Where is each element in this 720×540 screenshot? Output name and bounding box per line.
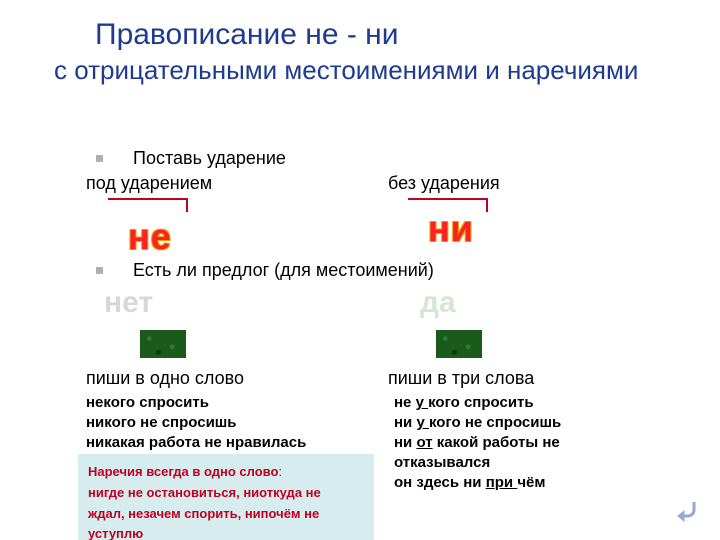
step2-text: Есть ли предлог (для местоимений) <box>133 260 434 281</box>
bracket-left <box>108 198 188 212</box>
right-ex1-post: кого спросить <box>428 394 534 411</box>
right-ex1: не у кого спросить <box>394 394 534 411</box>
right-ex3a-post: какой работы не <box>433 434 560 451</box>
right-ex2-post: кого не спросишь <box>429 414 561 431</box>
right-ex3a-ul: от <box>416 434 432 451</box>
note-line2: нигде не остановиться, ниоткуда не <box>88 483 364 504</box>
right-ex1-pre: не <box>394 394 416 411</box>
right-ex3a: ни от какой работы не <box>394 434 560 451</box>
col-left-label: под ударением <box>86 173 212 194</box>
bullet-step1: Поставь ударение <box>96 148 286 169</box>
left-instr: пиши в одно слово <box>86 368 244 389</box>
left-ex2: никого не спросишь <box>86 414 237 431</box>
right-ex2-ul: у <box>416 414 429 431</box>
title-line2: с отрицательными местоимениями и наречия… <box>54 54 674 87</box>
right-ex4-pre: он здесь ни <box>394 474 486 491</box>
right-ex4-post: чём <box>517 474 545 491</box>
faded-yes: да <box>420 286 456 320</box>
slide: Правописание не - ни с отрицательными ме… <box>0 0 720 540</box>
slide-subtitle: с отрицательными местоимениями и наречия… <box>54 54 674 87</box>
bullet-marker-icon <box>96 155 103 162</box>
green-box-left <box>140 330 186 358</box>
bullet-step2: Есть ли предлог (для местоимений) <box>96 260 434 281</box>
note-strong-colon: : <box>278 464 282 479</box>
faded-no: нет <box>104 286 153 320</box>
slide-title: Правописание не - ни <box>95 18 399 52</box>
step1-text: Поставь ударение <box>133 148 286 169</box>
title-line1: Правописание не - ни <box>95 18 399 52</box>
green-box-right <box>436 330 482 358</box>
left-ex1: некого спросить <box>86 394 209 411</box>
bullet-marker-icon <box>96 267 103 274</box>
left-ex3: никакая работа не нравилась <box>86 434 306 451</box>
right-ex1-ul: у <box>416 394 429 411</box>
right-ex2-pre: ни <box>394 414 416 431</box>
note-line1: Наречия всегда в одно слово: <box>88 462 364 483</box>
col-right-label: без ударения <box>388 173 500 194</box>
right-ex4-ul: при <box>486 474 518 491</box>
ni-particle: ни <box>428 208 474 250</box>
right-ex4: он здесь ни при чём <box>394 474 545 491</box>
right-instr: пиши в три слова <box>388 368 534 389</box>
return-icon[interactable] <box>672 494 702 524</box>
note-strong-prefix: Наречия всегда в одно слово <box>88 464 278 479</box>
right-ex3b: отказывался <box>394 454 490 471</box>
note-line3: ждал, незачем спорить, нипочём не уступл… <box>88 504 364 540</box>
right-ex2: ни у кого не спросишь <box>394 414 561 431</box>
note-box: Наречия всегда в одно слово: нигде не ос… <box>78 454 374 540</box>
ne-particle: не <box>128 216 172 258</box>
right-ex3a-pre: ни <box>394 434 416 451</box>
